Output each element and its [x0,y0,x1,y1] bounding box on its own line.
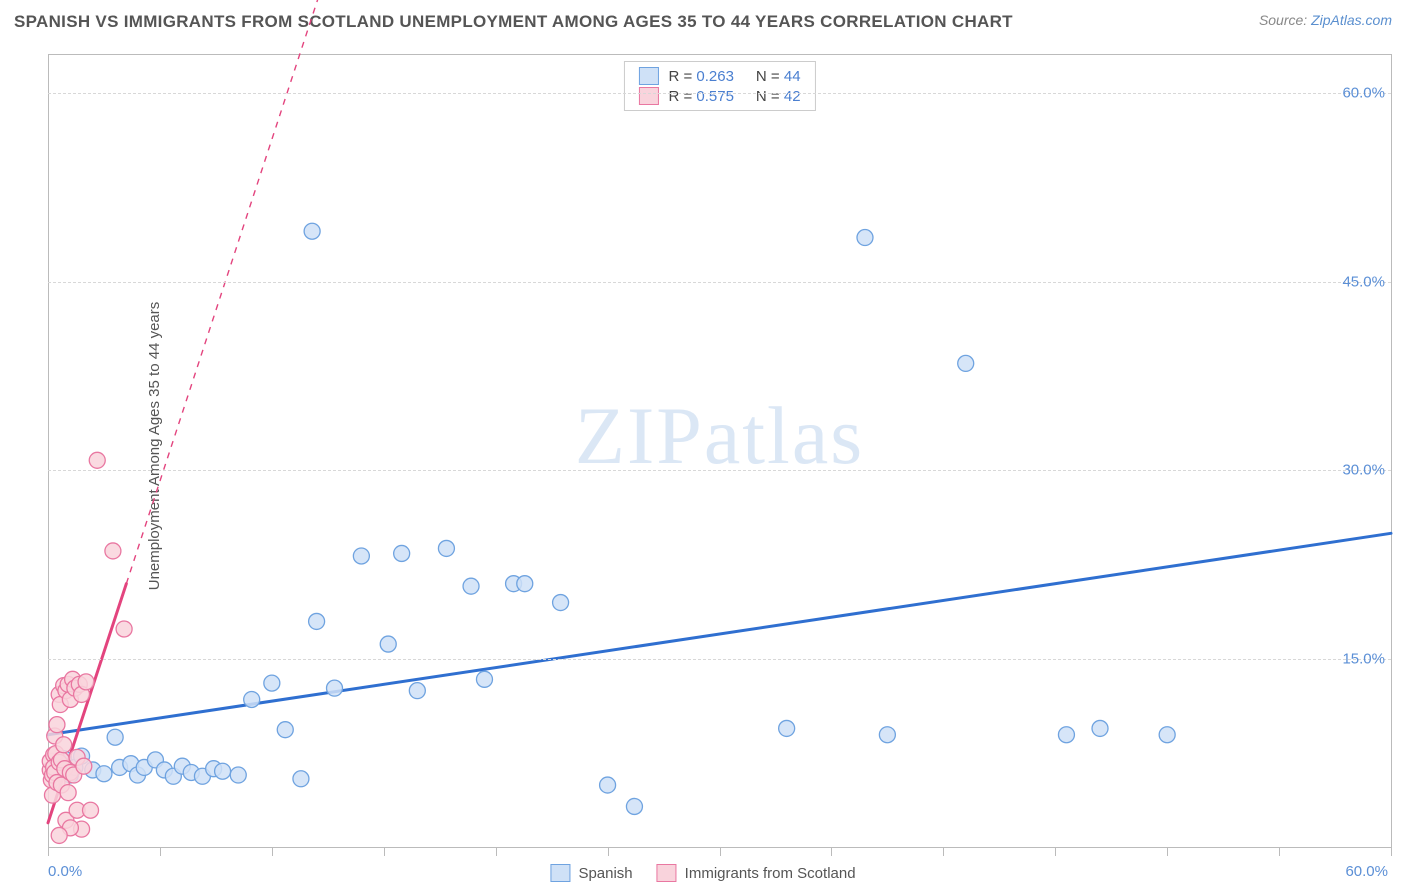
legend-label: Immigrants from Scotland [685,865,856,882]
data-point [277,722,293,738]
data-point [105,543,121,559]
legend-r-label: R = 0.575 [668,88,733,105]
x-tick [1391,848,1392,856]
x-tick [608,848,609,856]
data-point [958,355,974,371]
legend-row: R = 0.575 N = 42 [638,86,800,106]
data-point [244,691,260,707]
chart-plot-area: ZIPatlas R = 0.263N = 44R = 0.575N = 42 … [48,54,1392,848]
legend-n-label: N = 44 [756,68,801,85]
x-tick [1279,848,1280,856]
data-point [83,802,99,818]
legend-swatch [638,87,658,105]
x-axis-label-max: 60.0% [1345,863,1388,880]
data-point [96,766,112,782]
data-point [293,771,309,787]
data-point [1058,727,1074,743]
data-point [116,621,132,637]
legend-series: Spanish Immigrants from Scotland [550,864,855,882]
data-point [327,680,343,696]
plot-svg [48,55,1391,848]
legend-r-label: R = 0.263 [668,68,733,85]
data-point [463,578,479,594]
data-point [76,758,92,774]
data-point [215,763,231,779]
data-point [553,595,569,611]
data-point [60,785,76,801]
y-tick-label: 30.0% [1342,462,1385,479]
data-point [353,548,369,564]
legend-item: Immigrants from Scotland [657,864,856,882]
chart-title: SPANISH VS IMMIGRANTS FROM SCOTLAND UNEM… [14,12,1013,32]
x-axis-label-min: 0.0% [48,863,82,880]
x-tick [720,848,721,856]
data-point [1159,727,1175,743]
x-tick [160,848,161,856]
gridline [48,470,1391,471]
data-point [380,636,396,652]
data-point [107,729,123,745]
data-point [51,827,67,843]
y-tick-label: 15.0% [1342,651,1385,668]
x-tick [1167,848,1168,856]
x-tick [272,848,273,856]
legend-swatch [550,864,570,882]
data-point [779,720,795,736]
data-point [438,540,454,556]
trend-extension [126,0,439,584]
gridline [48,659,1391,660]
x-tick [1055,848,1056,856]
legend-correlation: R = 0.263 N = 44 R = 0.575 N = 42 [623,61,815,111]
data-point [879,727,895,743]
data-point [394,545,410,561]
legend-swatch [657,864,677,882]
data-point [49,717,65,733]
data-point [857,230,873,246]
gridline [48,282,1391,283]
data-point [409,683,425,699]
data-point [230,767,246,783]
gridline [48,93,1391,94]
chart-source: Source: ZipAtlas.com [1259,12,1392,28]
chart-header: SPANISH VS IMMIGRANTS FROM SCOTLAND UNEM… [14,12,1392,32]
legend-n-label: N = 42 [756,88,801,105]
data-point [304,223,320,239]
legend-item: Spanish [550,864,632,882]
data-point [1092,720,1108,736]
data-point [89,452,105,468]
legend-row: R = 0.263 N = 44 [638,66,800,86]
data-point [264,675,280,691]
y-tick-label: 45.0% [1342,273,1385,290]
data-point [600,777,616,793]
source-link[interactable]: ZipAtlas.com [1311,12,1392,28]
data-point [56,737,72,753]
x-tick [496,848,497,856]
data-point [309,613,325,629]
data-point [626,798,642,814]
legend-label: Spanish [578,865,632,882]
data-point [78,674,94,690]
data-point [476,671,492,687]
data-point [517,576,533,592]
x-tick [943,848,944,856]
x-tick [831,848,832,856]
x-tick [48,848,49,856]
y-tick-label: 60.0% [1342,84,1385,101]
x-tick [384,848,385,856]
legend-swatch [638,67,658,85]
